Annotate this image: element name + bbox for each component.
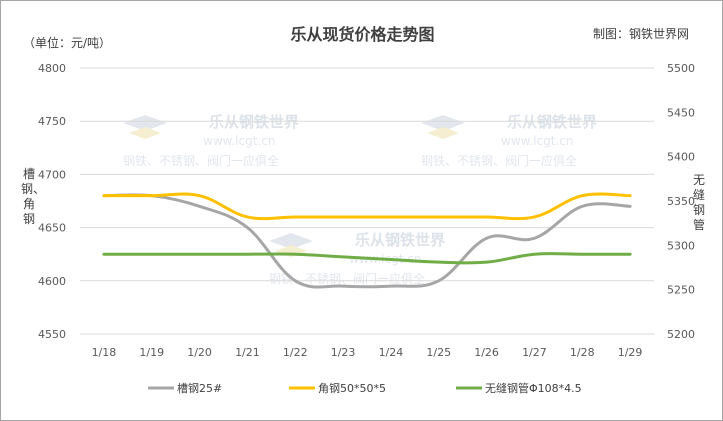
x-tick-label: 1/22 (283, 346, 308, 359)
y-axis-left-ticks: 4550 4600 4650 4700 4750 4800 (38, 62, 66, 341)
series-line-3 (102, 252, 632, 265)
x-tick-label: 1/23 (331, 346, 356, 359)
y-right-tick-label: 5500 (667, 62, 695, 75)
watermark-slogan: 钢铁、不锈钢、阀门一应俱全 (421, 153, 577, 168)
legend-label: 槽钢25# (177, 382, 222, 395)
x-tick-label: 1/18 (92, 346, 117, 359)
chart-title: 乐从现货价格走势图 (290, 25, 435, 44)
y-axis-left-label: 槽钢、角钢 (21, 167, 46, 226)
y-left-tick-label: 4750 (38, 115, 66, 128)
maker-label: 制图：钢铁世界网 (593, 27, 690, 41)
series-lines (102, 192, 632, 289)
watermark: 乐从钢铁世界 www.lcgt.cn 钢铁、不锈钢、阀门一应俱全 (123, 113, 299, 168)
watermark-logo-icon (123, 115, 167, 131)
watermark-logo-accent-icon (129, 127, 161, 139)
legend-label: 无缝钢管Φ108*4.5 (485, 381, 582, 395)
y-right-tick-label: 5250 (667, 284, 695, 297)
watermark: 乐从钢铁世界 www.lcgt.cn 钢铁、不锈钢、阀门一应俱全 (421, 113, 597, 168)
x-tick-label: 1/29 (618, 346, 643, 359)
watermark-slogan: 钢铁、不锈钢、阀门一应俱全 (269, 271, 425, 286)
watermark-slogan: 钢铁、不锈钢、阀门一应俱全 (123, 153, 279, 168)
watermark-brand: 乐从钢铁世界 (507, 113, 597, 131)
y-right-tick-label: 5300 (667, 239, 695, 252)
y-left-tick-label: 4800 (38, 62, 66, 75)
y-right-tick-label: 5200 (667, 328, 695, 341)
x-tick-label: 1/21 (235, 346, 260, 359)
watermark-site: www.lcgt.cn (501, 134, 573, 148)
x-tick-label: 1/27 (522, 346, 547, 359)
y-right-tick-label: 5450 (667, 106, 695, 119)
series-line-1 (102, 193, 632, 289)
x-tick-label: 1/24 (379, 346, 404, 359)
x-tick-label: 1/25 (426, 346, 451, 359)
watermark-logo-icon (269, 233, 313, 249)
series-line-2 (102, 192, 632, 221)
y-left-tick-label: 4650 (38, 222, 66, 235)
y-axis-right-ticks: 5200 5250 5300 5350 5400 5450 5500 (667, 62, 695, 341)
y-right-tick-label: 5350 (667, 195, 695, 208)
x-axis-ticks: 1/18 1/19 1/20 1/21 1/22 1/23 1/24 1/25 1/26 1/27… (92, 346, 643, 359)
y-right-tick-label: 5400 (667, 151, 695, 164)
watermark-brand: 乐从钢铁世界 (209, 113, 299, 131)
legend-label: 角钢50*50*5 (318, 382, 386, 395)
y-left-tick-label: 4550 (38, 328, 66, 341)
x-tick-label: 1/19 (139, 346, 164, 359)
gridlines (80, 67, 654, 335)
watermark-group: 乐从钢铁世界www.lcgt.cn钢铁、不锈钢、阀门一应俱全乐从钢铁世界www.… (123, 113, 597, 286)
x-tick-label: 1/26 (474, 346, 499, 359)
unit-label: （单位：元/吨） (23, 36, 112, 50)
watermark-logo-icon (421, 115, 465, 131)
legend: 槽钢25# 角钢50*50*5 无缝钢管Φ108*4.5 (148, 381, 582, 395)
x-tick-label: 1/20 (187, 346, 212, 359)
watermark-site: www.lcgt.cn (203, 134, 275, 148)
x-tick-label: 1/28 (570, 346, 595, 359)
y-left-tick-label: 4700 (38, 168, 66, 181)
watermark-logo-accent-icon (427, 127, 459, 139)
watermark-brand: 乐从钢铁世界 (355, 231, 445, 249)
y-axis-right-label: 无缝钢管 (692, 173, 705, 232)
y-left-tick-label: 4600 (38, 275, 66, 288)
